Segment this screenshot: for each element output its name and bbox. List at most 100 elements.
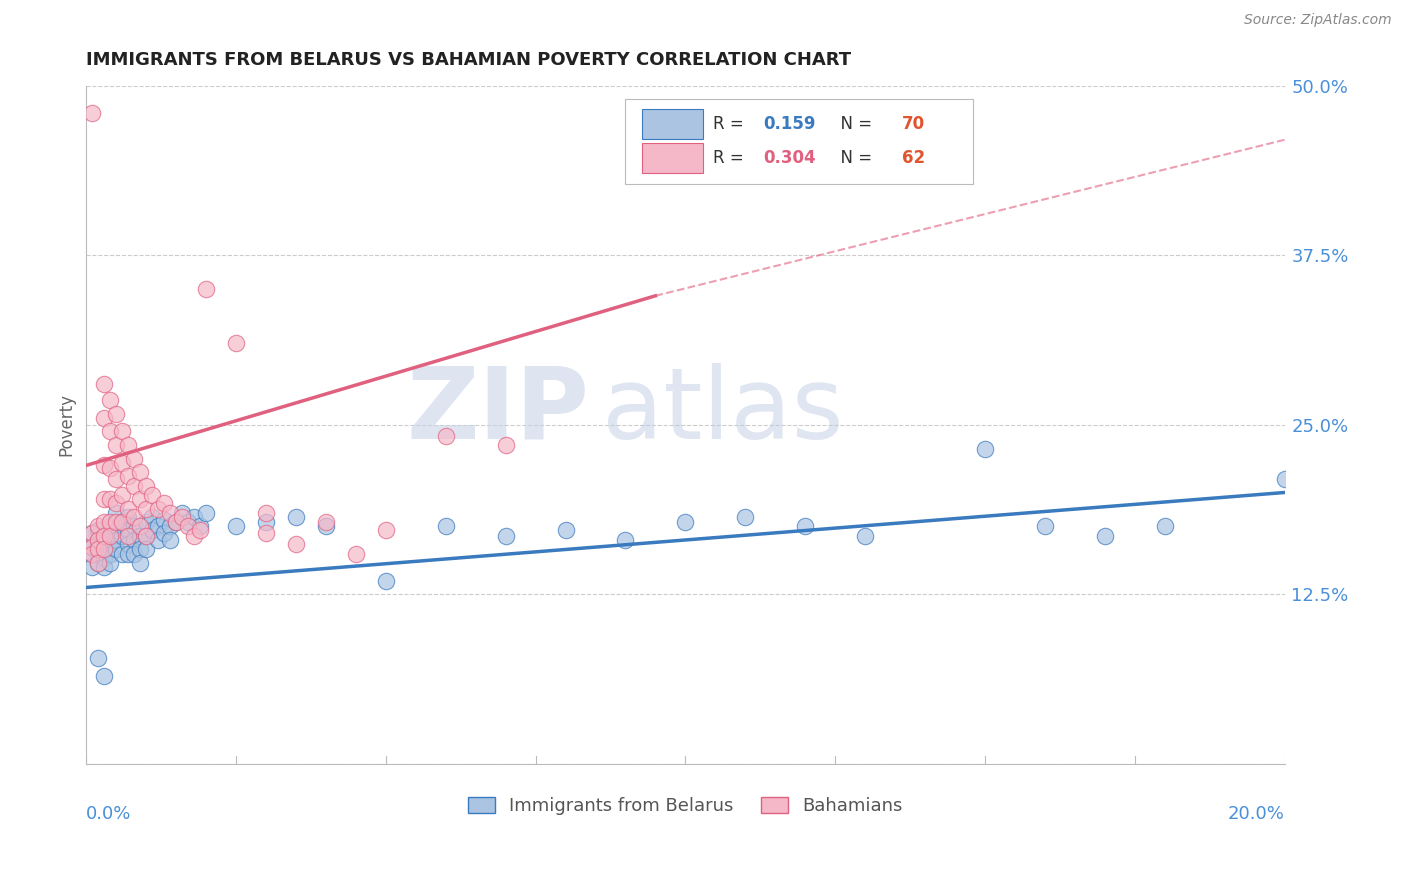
Point <box>82 526 104 541</box>
Point <box>93 550 115 565</box>
Text: N =: N = <box>831 149 877 167</box>
Point <box>93 668 115 682</box>
Point <box>495 438 517 452</box>
Point <box>82 540 104 554</box>
Point <box>135 501 157 516</box>
Point <box>129 492 152 507</box>
Point <box>82 547 104 561</box>
Point <box>87 524 110 538</box>
Point <box>111 488 134 502</box>
Point <box>135 516 157 530</box>
Text: 0.159: 0.159 <box>763 115 815 133</box>
Point <box>129 465 152 479</box>
Point <box>153 496 176 510</box>
Y-axis label: Poverty: Poverty <box>58 393 75 456</box>
Point <box>98 537 121 551</box>
Point <box>117 469 139 483</box>
Point <box>195 282 218 296</box>
Text: Source: ZipAtlas.com: Source: ZipAtlas.com <box>1244 13 1392 28</box>
Point <box>87 537 110 551</box>
Point <box>129 556 152 570</box>
Point <box>105 524 128 538</box>
Point <box>98 425 121 439</box>
Point <box>495 529 517 543</box>
Point <box>129 519 152 533</box>
Point <box>98 492 121 507</box>
Text: 0.304: 0.304 <box>763 149 815 167</box>
Point <box>117 438 139 452</box>
Point <box>82 540 104 554</box>
Point <box>135 542 157 557</box>
Point <box>225 336 247 351</box>
Point <box>122 533 145 547</box>
Point <box>673 516 696 530</box>
Point <box>554 524 576 538</box>
Text: 62: 62 <box>903 149 925 167</box>
Point <box>117 537 139 551</box>
Point <box>117 524 139 538</box>
Point <box>177 519 200 533</box>
Point <box>153 526 176 541</box>
Point <box>111 516 134 530</box>
Point <box>111 529 134 543</box>
Point <box>315 516 337 530</box>
Point <box>794 519 817 533</box>
Point <box>98 461 121 475</box>
Point <box>159 533 181 547</box>
Point <box>148 501 170 516</box>
Point <box>111 425 134 439</box>
Point <box>188 519 211 533</box>
Point <box>1094 529 1116 543</box>
Point <box>93 516 115 530</box>
Point <box>87 533 110 547</box>
Point <box>117 510 139 524</box>
Point <box>82 526 104 541</box>
Point <box>1274 472 1296 486</box>
Point <box>135 529 157 543</box>
Point <box>117 547 139 561</box>
Point <box>974 442 997 456</box>
Point <box>285 510 308 524</box>
Point <box>434 428 457 442</box>
Point <box>315 519 337 533</box>
Text: 0.0%: 0.0% <box>86 805 132 822</box>
Point <box>141 510 163 524</box>
Point <box>122 547 145 561</box>
Point <box>1153 519 1175 533</box>
Point <box>434 519 457 533</box>
Point <box>87 542 110 557</box>
Point <box>614 533 637 547</box>
Point <box>225 519 247 533</box>
Point <box>105 542 128 557</box>
Point <box>188 524 211 538</box>
Legend: Immigrants from Belarus, Bahamians: Immigrants from Belarus, Bahamians <box>461 790 910 822</box>
Point <box>87 547 110 561</box>
Point <box>87 533 110 547</box>
Point <box>93 492 115 507</box>
Point <box>153 513 176 527</box>
Point <box>374 524 396 538</box>
Point <box>93 542 115 557</box>
Point <box>374 574 396 588</box>
Point <box>122 479 145 493</box>
Point <box>93 529 115 543</box>
Point <box>87 519 110 533</box>
Point <box>105 438 128 452</box>
Point <box>105 496 128 510</box>
Point <box>172 510 194 524</box>
Text: IMMIGRANTS FROM BELARUS VS BAHAMIAN POVERTY CORRELATION CHART: IMMIGRANTS FROM BELARUS VS BAHAMIAN POVE… <box>86 51 852 69</box>
Text: N =: N = <box>831 115 877 133</box>
Point <box>148 519 170 533</box>
Point <box>135 479 157 493</box>
Point <box>98 519 121 533</box>
Point <box>285 537 308 551</box>
Text: 20.0%: 20.0% <box>1227 805 1285 822</box>
FancyBboxPatch shape <box>626 99 973 184</box>
Text: R =: R = <box>713 115 749 133</box>
Text: ZIP: ZIP <box>406 363 589 459</box>
Point <box>183 510 205 524</box>
Point <box>177 516 200 530</box>
Text: R =: R = <box>713 149 749 167</box>
Point <box>195 506 218 520</box>
Point <box>129 529 152 543</box>
